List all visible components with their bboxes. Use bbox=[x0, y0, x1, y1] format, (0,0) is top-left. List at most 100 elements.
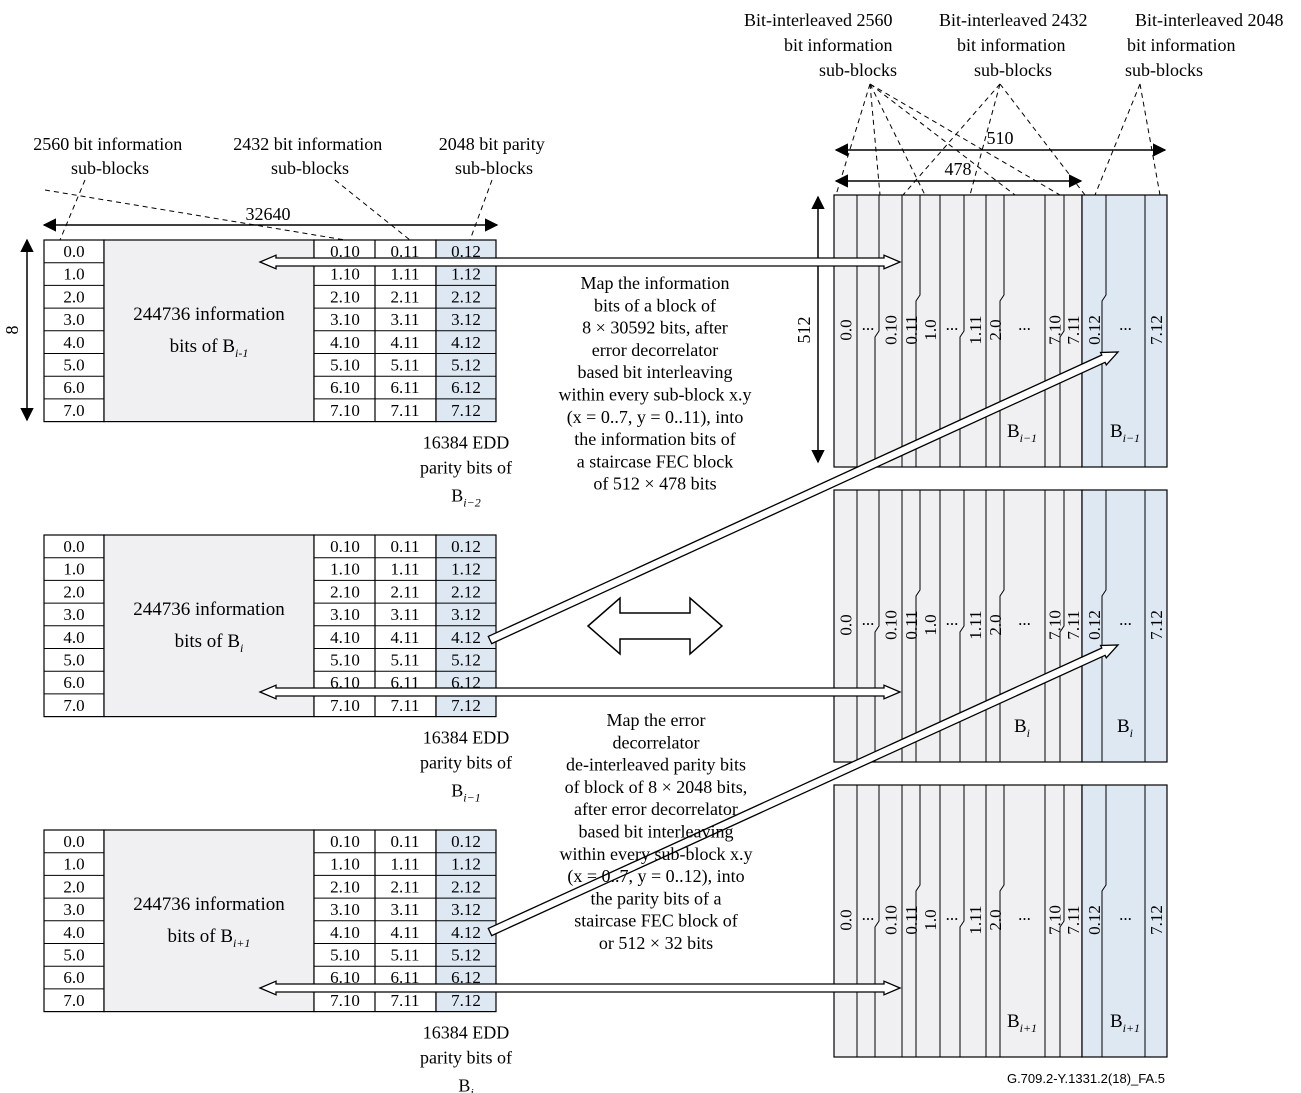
edd-label-line2: parity bits of bbox=[420, 458, 512, 478]
edd-label-line1: 16384 EDD bbox=[423, 728, 510, 748]
cell-label: 2.11 bbox=[390, 582, 419, 601]
column-label: 7.10 bbox=[1046, 905, 1065, 935]
cell-label: 5.10 bbox=[330, 356, 360, 375]
column-label: 7.11 bbox=[1064, 610, 1083, 639]
column-label: 0.11 bbox=[902, 315, 921, 344]
parity-cell-label: 5.12 bbox=[451, 946, 481, 965]
column-label: 1.0 bbox=[921, 614, 940, 635]
edd-label-line2: parity bits of bbox=[420, 1048, 512, 1068]
cell-label: 5.10 bbox=[330, 651, 360, 670]
cell-label: 2.11 bbox=[390, 287, 419, 306]
cell-label: 2.10 bbox=[330, 287, 360, 306]
cell-label: 2.11 bbox=[390, 877, 419, 896]
column-label: 0.10 bbox=[882, 315, 901, 345]
row-label: 5.0 bbox=[63, 651, 84, 670]
cell-label: 5.11 bbox=[390, 356, 419, 375]
left-label-2560: 2560 bit information sub-blocks bbox=[33, 134, 186, 178]
cell-label: 5.11 bbox=[390, 651, 419, 670]
parity-cell-label: 0.12 bbox=[451, 832, 481, 851]
cell-label: 5.10 bbox=[330, 946, 360, 965]
column-label: 7.12 bbox=[1147, 905, 1166, 935]
cell-label: 1.11 bbox=[390, 560, 419, 579]
row-label: 3.0 bbox=[63, 310, 84, 329]
column-label: 1.11 bbox=[966, 905, 985, 934]
column-label: 0.12 bbox=[1085, 905, 1104, 935]
cell-label: 3.11 bbox=[390, 605, 419, 624]
parity-cell-label: 7.12 bbox=[451, 696, 481, 715]
top-labels: Bit-interleaved 2560 bit information sub… bbox=[744, 10, 1288, 80]
cell-label: 1.11 bbox=[390, 855, 419, 874]
cell-label: 4.10 bbox=[330, 923, 360, 942]
parity-cell-label: 4.12 bbox=[451, 923, 481, 942]
row-label: 0.0 bbox=[63, 832, 84, 851]
column-label: 0.0 bbox=[837, 319, 856, 340]
column-label: 1.0 bbox=[921, 319, 940, 340]
dim-478: 478 bbox=[945, 159, 972, 179]
column-label: 2.0 bbox=[986, 614, 1005, 635]
cell-label: 2.10 bbox=[330, 877, 360, 896]
cell-label: 3.10 bbox=[330, 605, 360, 624]
edd-label-line1: 16384 EDD bbox=[423, 433, 510, 453]
dim-512: 512 bbox=[794, 317, 814, 344]
column-label: 0.11 bbox=[902, 610, 921, 639]
row-label: 2.0 bbox=[63, 287, 84, 306]
cell-label: 6.10 bbox=[330, 378, 360, 397]
row-label: 2.0 bbox=[63, 582, 84, 601]
column-label: 7.12 bbox=[1147, 315, 1166, 345]
cell-label: 5.11 bbox=[390, 946, 419, 965]
parity-cell-label: 3.12 bbox=[451, 900, 481, 919]
left-label-2432: 2432 bit information sub-blocks bbox=[233, 134, 386, 178]
column-label: 2.0 bbox=[986, 319, 1005, 340]
source-block-1: 0.0 0.10 0.11 0.121.0 1.10 1.11 1.122.0 2.10 2.1… bbox=[44, 535, 512, 805]
parity-cell-label: 6.12 bbox=[451, 378, 481, 397]
row-label: 1.0 bbox=[63, 265, 84, 284]
cell-label: 3.10 bbox=[330, 900, 360, 919]
cell-label: 0.11 bbox=[390, 832, 419, 851]
column-ellipsis: ... bbox=[862, 610, 875, 629]
row-label: 4.0 bbox=[63, 628, 84, 647]
parity-cell-label: 4.12 bbox=[451, 628, 481, 647]
info-bits-line1: 244736 information bbox=[133, 599, 285, 620]
dim-32640: 32640 bbox=[246, 204, 291, 224]
cell-label: 3.10 bbox=[330, 310, 360, 329]
column-label: 7.11 bbox=[1064, 905, 1083, 934]
row-label: 0.0 bbox=[63, 537, 84, 556]
column-label: 7.10 bbox=[1046, 610, 1065, 640]
left-label-2048: 2048 bit parity sub-blocks bbox=[439, 134, 550, 178]
staircase-block-0: 0.0... 0.10 0.11 1.0... 1.11 2.0... 7.10 7.11 0.… bbox=[834, 195, 1167, 467]
cell-label: 3.11 bbox=[390, 900, 419, 919]
column-label: 1.0 bbox=[921, 909, 940, 930]
cell-label: 0.10 bbox=[330, 537, 360, 556]
top-label-2560: Bit-interleaved 2560 bit information sub… bbox=[744, 10, 897, 80]
parity-cell-label: 5.12 bbox=[451, 651, 481, 670]
column-ellipsis: ... bbox=[1018, 610, 1031, 629]
row-label: 6.0 bbox=[63, 968, 84, 987]
cell-label: 2.10 bbox=[330, 582, 360, 601]
column-label: 1.11 bbox=[966, 610, 985, 639]
edd-label-line1: 16384 EDD bbox=[423, 1023, 510, 1043]
top-label-2048: Bit-interleaved 2048 bit information sub… bbox=[1125, 10, 1288, 80]
cell-label: 4.11 bbox=[390, 923, 419, 942]
column-label: 7.10 bbox=[1046, 315, 1065, 345]
edd-label-line3: Bi−1 bbox=[451, 781, 480, 805]
parity-cell-label: 2.12 bbox=[451, 877, 481, 896]
dim-510: 510 bbox=[987, 128, 1014, 148]
column-ellipsis: ... bbox=[862, 315, 875, 334]
cell-label: 7.10 bbox=[330, 991, 360, 1010]
column-label: 7.12 bbox=[1147, 610, 1166, 640]
note-information-mapping: Map the information bits of a block of 8 ×… bbox=[559, 273, 752, 494]
row-label: 4.0 bbox=[63, 923, 84, 942]
exchange-arrow-icon bbox=[588, 598, 722, 654]
cell-label: 6.11 bbox=[390, 378, 419, 397]
cell-label: 7.11 bbox=[390, 696, 419, 715]
column-ellipsis: ... bbox=[1119, 610, 1132, 629]
note-parity-mapping: Map the error decorrelator de-interleaved … bbox=[560, 710, 753, 953]
parity-cell-label: 5.12 bbox=[451, 356, 481, 375]
column-ellipsis: ... bbox=[946, 610, 959, 629]
column-ellipsis: ... bbox=[946, 315, 959, 334]
column-label: 0.12 bbox=[1085, 315, 1104, 345]
parity-cell-label: 7.12 bbox=[451, 991, 481, 1010]
cell-label: 7.11 bbox=[390, 401, 419, 420]
parity-cell-label: 1.12 bbox=[451, 265, 481, 284]
cell-label: 4.10 bbox=[330, 333, 360, 352]
